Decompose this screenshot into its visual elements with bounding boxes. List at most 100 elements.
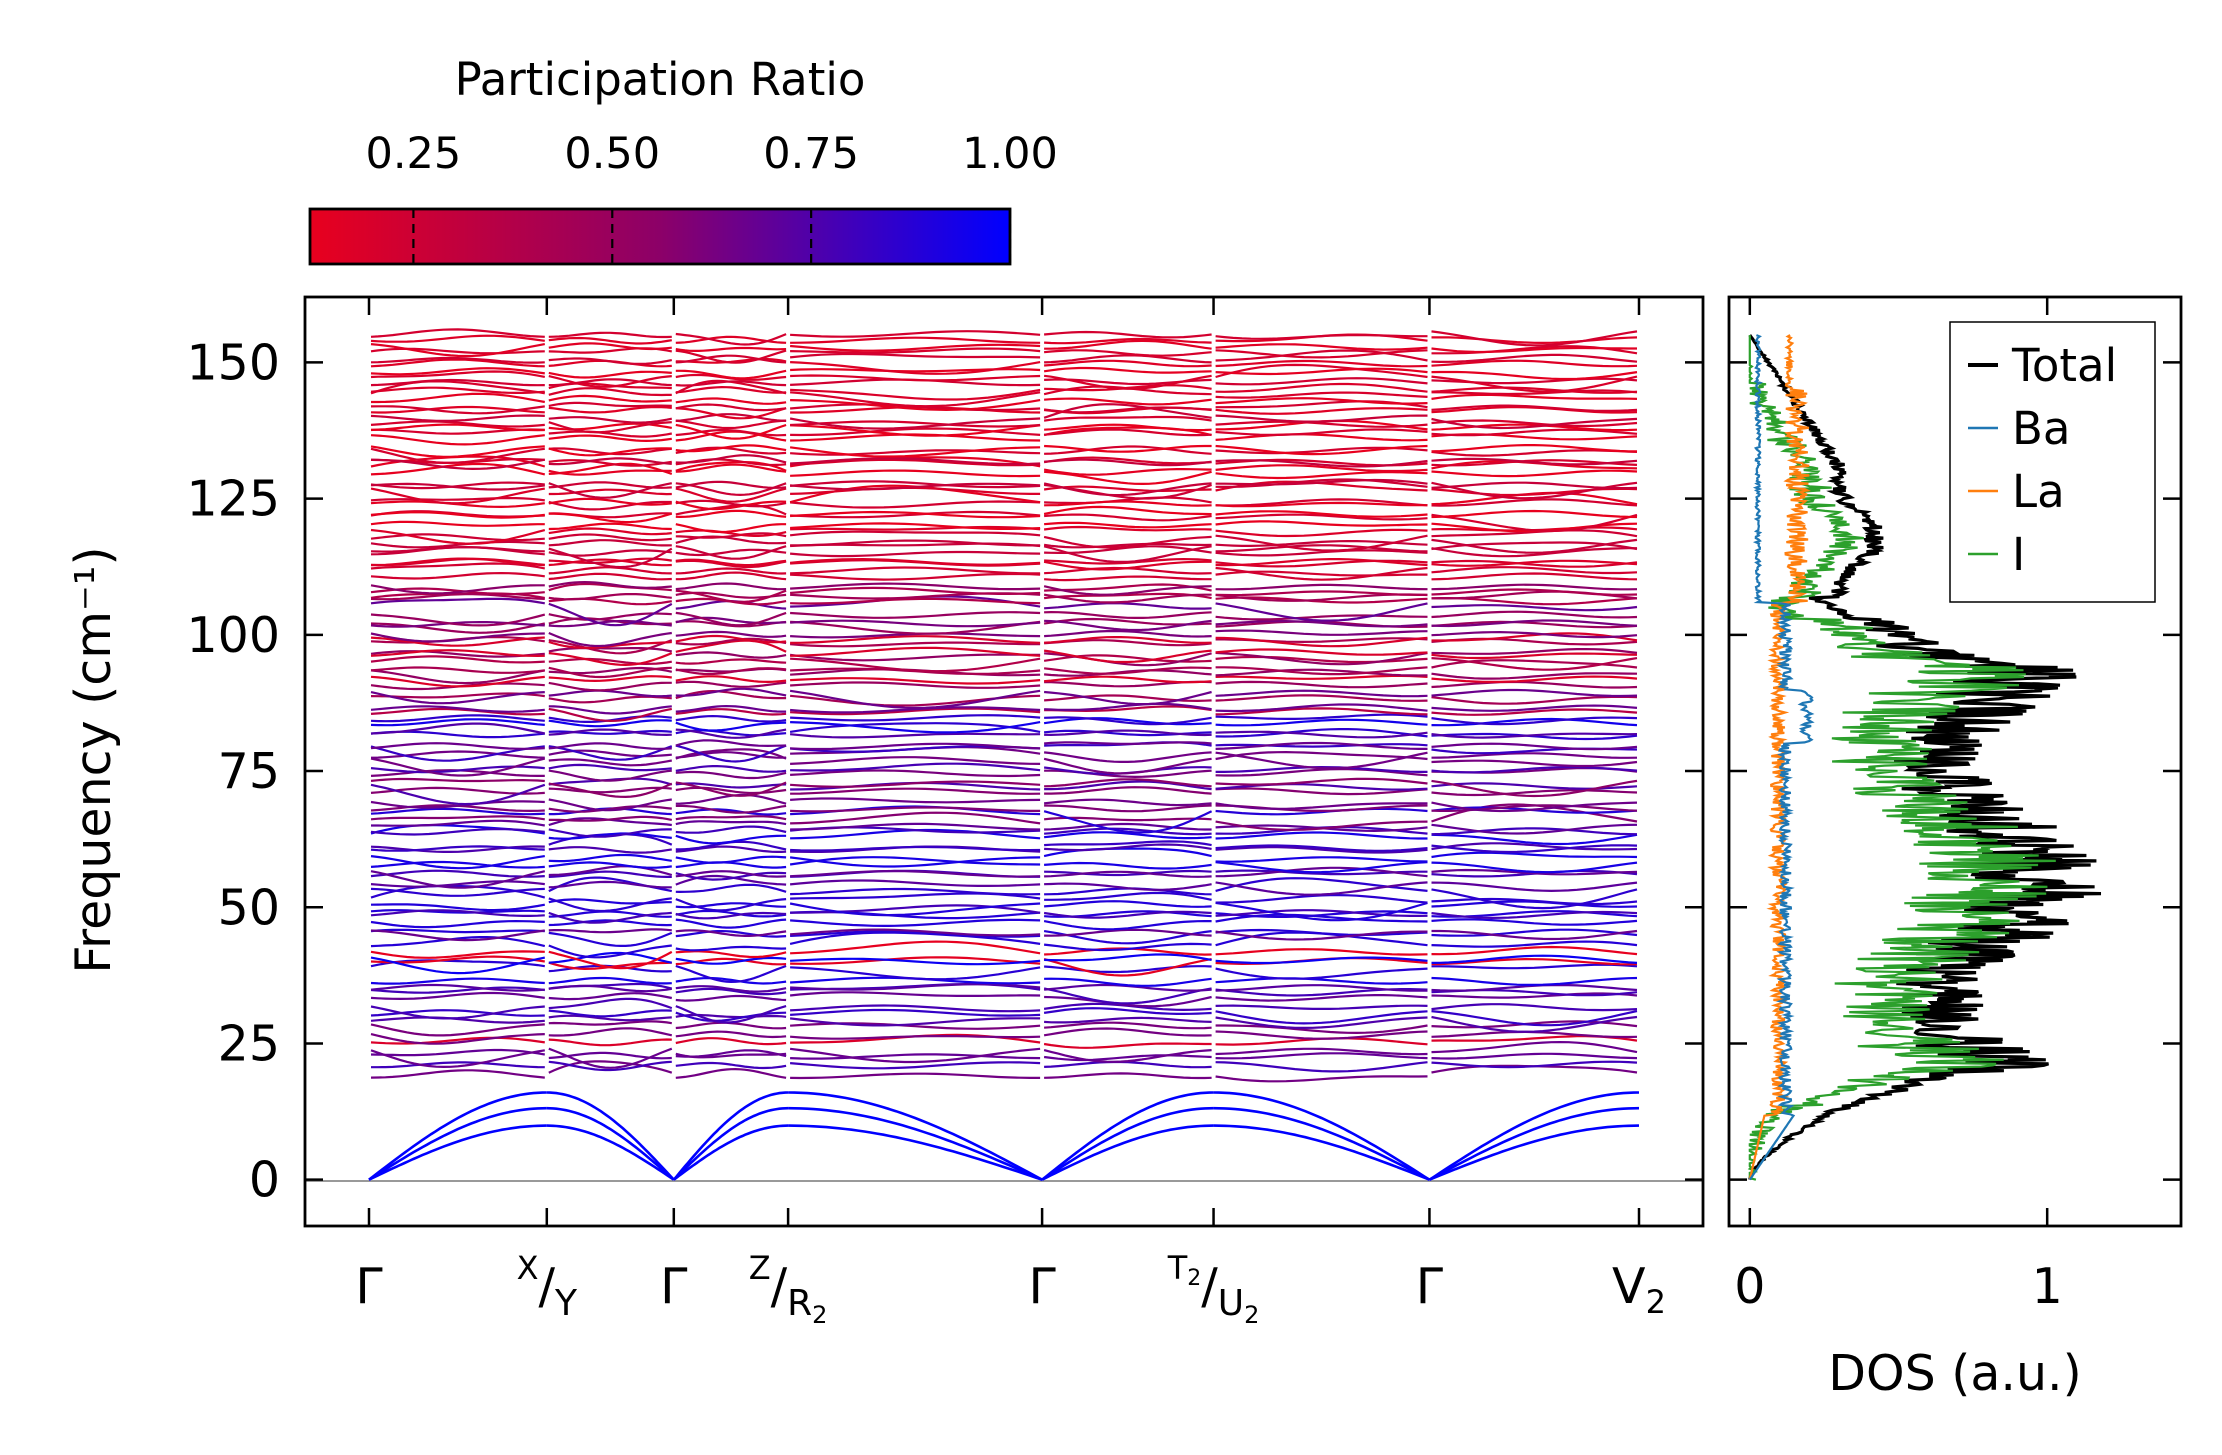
kpoint-label: Γ [355,1258,383,1315]
optical-band [675,861,787,869]
optical-band [1431,604,1638,612]
optical-band [548,705,672,715]
kpoint-label: T2/U2 [1167,1249,1260,1329]
optical-band [789,1017,1041,1027]
optical-band [1431,509,1638,519]
optical-band [1044,822,1212,831]
optical-band [1044,1016,1212,1024]
optical-band [1043,942,1212,952]
optical-band [675,532,787,539]
optical-band [675,708,787,716]
optical-band [675,765,787,773]
optical-band [1043,930,1212,945]
optical-band [370,800,545,809]
optical-band [675,721,787,732]
acoustic-branch [1041,1106,1214,1181]
optical-band [675,782,787,789]
optical-band [1215,382,1428,393]
optical-band [1431,547,1637,558]
optical-band [1431,695,1638,705]
optical-band [789,722,1041,733]
optical-band [675,820,787,826]
optical-band [790,845,1041,852]
optical-band [1431,945,1638,956]
optical-band [370,722,546,735]
optical-band [370,649,545,658]
optical-band [1431,861,1638,874]
colorbar: Participation Ratio 0.25 0.50 0.75 1.00 [308,53,1058,266]
optical-band [548,430,672,438]
optical-band [675,918,787,929]
optical-band [1215,928,1428,936]
optical-band [370,540,545,549]
optical-band [1431,375,1638,393]
optical-band [1431,976,1638,986]
optical-band [675,680,787,688]
optical-band [1431,823,1638,835]
band-curves [368,328,1640,1181]
optical-band [790,918,1041,928]
dos-legend: Total Ba La I [1949,321,2156,603]
optical-band [675,1052,787,1059]
optical-band [1431,759,1638,768]
optical-band [1431,457,1638,466]
optical-band [1431,782,1638,790]
optical-band [370,807,545,816]
optical-band [548,580,672,589]
optical-band [790,424,1041,437]
optical-band [790,657,1041,673]
optical-band [675,637,787,646]
optical-band [548,482,673,499]
optical-band [371,1061,545,1069]
optical-band [1431,868,1638,876]
optical-band [790,787,1041,795]
optical-band [1044,716,1212,726]
optical-band [675,616,787,625]
optical-band [1043,593,1212,604]
optical-band [675,403,787,412]
optical-band [370,707,545,716]
optical-band [1431,619,1638,628]
optical-band [548,572,672,581]
optical-band [1215,534,1428,552]
optical-band [1044,690,1212,706]
optical-band [1215,583,1428,591]
optical-band [675,739,787,748]
optical-band [370,378,545,387]
optical-band [1431,583,1638,591]
optical-band [790,983,1041,991]
optical-band [1215,459,1428,468]
optical-band [548,681,672,692]
optical-band [675,781,787,797]
optical-band [548,434,672,443]
optical-band [675,898,787,912]
optical-band [1215,856,1428,863]
optical-band [1044,882,1212,892]
optical-band [675,354,787,364]
optical-band [790,635,1041,644]
optical-band [1043,456,1212,465]
optical-band [548,619,672,628]
optical-band [548,1038,672,1047]
optical-band [675,1067,787,1079]
optical-band [1215,498,1428,507]
optical-band [790,887,1041,896]
optical-band [1431,419,1638,428]
optical-band [1043,505,1212,516]
optical-band [1215,718,1428,727]
optical-band [790,1004,1041,1013]
optical-band [370,777,545,783]
band-panel-frame [303,295,1705,1228]
optical-band [790,1072,1041,1080]
optical-band [675,985,787,993]
optical-band [1215,471,1428,480]
optical-band [370,584,545,595]
optical-band [1431,652,1638,660]
optical-band [1043,560,1212,571]
optical-band [1044,423,1212,432]
optical-band [675,444,787,453]
optical-band [548,951,673,964]
optical-band [675,487,787,503]
optical-band [548,512,673,524]
optical-band [790,1053,1041,1060]
